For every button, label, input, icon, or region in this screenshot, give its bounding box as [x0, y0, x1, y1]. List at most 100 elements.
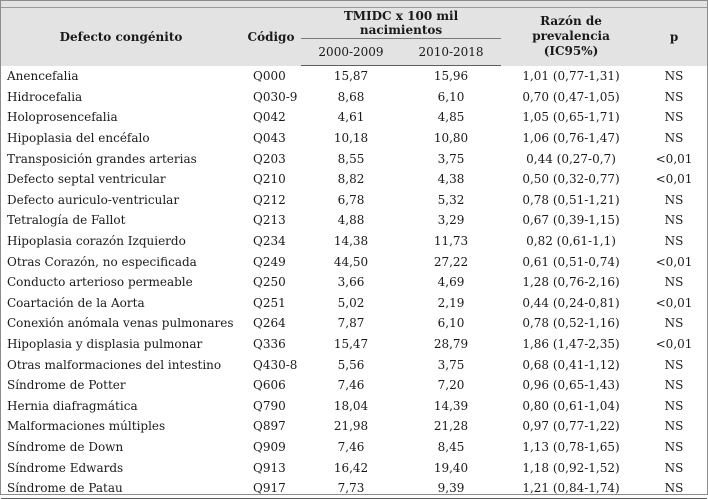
prevalence-table: Defecto congénito Código TMIDC x 100 mil…	[1, 8, 708, 499]
cell-p: NS	[664, 439, 684, 454]
header-razon-line1: Razón de prevalencia	[532, 14, 610, 44]
cell-tmidc-2010-2018: 28,79	[433, 337, 469, 352]
cell-p: NS	[641, 477, 708, 499]
cell-defecto: Hipoplasia del encéfalo	[7, 131, 150, 146]
table-row: Síndrome de Potter Q606 7,46 7,20 0,96 (0,65…	[1, 375, 707, 396]
cell-tmidc-2000-2009: 6,78	[337, 192, 365, 207]
cell-tmidc-2000-2009: 7,73	[301, 477, 401, 499]
cell-tmidc-2000-2009: 18,04	[333, 398, 369, 413]
cell-p: NS	[664, 234, 684, 249]
cell-defecto: Hernia diafragmática	[7, 398, 138, 413]
cell-codigo: Q251	[253, 295, 286, 310]
cell-tmidc-2000-2009: 5,56	[337, 357, 365, 372]
cell-defecto: Defecto septal ventricular	[7, 172, 166, 187]
table-row: Defecto septal ventricular Q210 8,82 4,38 0,…	[1, 169, 707, 190]
cell-tmidc-2010-2018: 6,10	[437, 89, 465, 104]
cell-tmidc-2010-2018: 19,40	[433, 460, 469, 475]
header-period-2010-2018: 2010-2018	[401, 38, 502, 66]
cell-codigo: Q917	[241, 477, 301, 499]
table-row: Síndrome de Patau Q917 7,73 9,39 1,21 (0,84-…	[1, 477, 708, 499]
table-row: Hipoplasia corazón Izquierdo Q234 14,38 11,…	[1, 231, 707, 252]
cell-codigo: Q043	[253, 131, 286, 146]
table-row: Síndrome de Down Q909 7,46 8,45 1,13 (0,78-1…	[1, 437, 707, 458]
cell-razon-prevalencia: 1,13 (0,78-1,65)	[522, 439, 620, 454]
cell-codigo: Q913	[253, 460, 286, 475]
cell-p: NS	[664, 131, 684, 146]
cell-defecto: Síndrome de Patau	[1, 477, 241, 499]
header-razon: Razón de prevalencia (IC95%)	[501, 8, 642, 66]
cell-tmidc-2000-2009: 7,46	[337, 378, 365, 393]
table-row: Anencefalia Q000 15,87 15,96 1,01 (0,77-1,31…	[1, 66, 707, 87]
cell-tmidc-2000-2009: 7,87	[337, 316, 365, 331]
cell-defecto: Conexión anómala venas pulmonares	[7, 316, 234, 331]
cell-defecto: Defecto auriculo-ventricular	[7, 192, 180, 207]
cell-tmidc-2000-2009: 21,98	[333, 419, 369, 434]
table-row: Hipoplasia y displasia pulmonar Q336 15,47…	[1, 334, 707, 355]
cell-defecto: Hipoplasia y displasia pulmonar	[7, 337, 203, 352]
cell-defecto: Coartación de la Aorta	[7, 295, 145, 310]
cell-razon-prevalencia: 0,68 (0,41-1,12)	[522, 357, 620, 372]
cell-defecto: Anencefalia	[7, 69, 79, 84]
cell-defecto: Transposición grandes arterias	[7, 151, 197, 166]
cell-razon-prevalencia: 0,96 (0,65-1,43)	[522, 378, 620, 393]
cell-defecto: Hipoplasia corazón Izquierdo	[7, 234, 186, 249]
cell-tmidc-2000-2009: 14,38	[333, 234, 369, 249]
cell-tmidc-2000-2009: 4,88	[337, 213, 365, 228]
cell-tmidc-2000-2009: 16,42	[333, 460, 369, 475]
cell-defecto: Conducto arterioso permeable	[7, 275, 193, 290]
cell-codigo: Q249	[253, 254, 286, 269]
cell-codigo: Q210	[253, 172, 286, 187]
table-row: Conducto arterioso permeable Q250 3,66 4,69…	[1, 272, 707, 293]
table-row: Hernia diafragmática Q790 18,04 14,39 0,80 (…	[1, 396, 707, 417]
cell-p: NS	[664, 213, 684, 228]
cell-tmidc-2000-2009: 4,61	[337, 110, 365, 125]
cell-p: <0,01	[655, 337, 693, 352]
cell-defecto: Síndrome Edwards	[7, 460, 124, 475]
cell-defecto: Tetralogía de Fallot	[7, 213, 126, 228]
cell-razon-prevalencia: 1,01 (0,77-1,31)	[522, 69, 620, 84]
cell-codigo: Q000	[253, 69, 286, 84]
cell-p: NS	[664, 89, 684, 104]
cell-codigo: Q897	[253, 419, 286, 434]
cell-tmidc-2000-2009: 5,02	[337, 295, 365, 310]
table-row: Síndrome Edwards Q913 16,42 19,40 1,18 (0,92…	[1, 457, 707, 478]
cell-p: NS	[664, 398, 684, 413]
table-row: Otras Corazón, no especificada Q249 44,50 2…	[1, 251, 707, 272]
cell-razon-prevalencia: 0,70 (0,47-1,05)	[522, 89, 620, 104]
cell-defecto: Hidrocefalia	[7, 89, 83, 104]
table-row: Hidrocefalia Q030-9 8,68 6,10 0,70 (0,47-1,0…	[1, 87, 707, 108]
cell-p: NS	[664, 316, 684, 331]
cell-codigo: Q250	[253, 275, 286, 290]
top-band	[1, 1, 707, 8]
cell-tmidc-2010-2018: 9,39	[401, 477, 502, 499]
cell-tmidc-2000-2009: 15,87	[333, 69, 369, 84]
cell-codigo: Q042	[253, 110, 286, 125]
cell-codigo: Q213	[253, 213, 286, 228]
cell-p: NS	[664, 460, 684, 475]
cell-razon-prevalencia: 0,80 (0,61-1,04)	[522, 398, 620, 413]
cell-codigo: Q212	[253, 192, 286, 207]
cell-tmidc-2010-2018: 2,19	[437, 295, 465, 310]
cell-codigo: Q430-8	[253, 357, 298, 372]
cell-tmidc-2010-2018: 15,96	[433, 69, 469, 84]
cell-razon-prevalencia: 0,78 (0,51-1,21)	[522, 192, 620, 207]
cell-tmidc-2000-2009: 8,55	[337, 151, 365, 166]
cell-razon-prevalencia: 0,61 (0,51-0,74)	[522, 254, 620, 269]
cell-tmidc-2010-2018: 3,75	[437, 357, 465, 372]
table-row: Conexión anómala venas pulmonares Q264 7,8…	[1, 313, 707, 334]
cell-p: NS	[664, 378, 684, 393]
cell-p: NS	[664, 110, 684, 125]
cell-defecto: Malformaciones múltiples	[7, 419, 166, 434]
cell-defecto: Holoprosencefalia	[7, 110, 118, 125]
cell-tmidc-2000-2009: 15,47	[333, 337, 369, 352]
cell-p: NS	[664, 69, 684, 84]
cell-defecto: Otras malformaciones del intestino	[7, 357, 222, 372]
cell-razon-prevalencia: 1,28 (0,76-2,16)	[522, 275, 620, 290]
cell-tmidc-2000-2009: 7,46	[337, 439, 365, 454]
cell-codigo: Q336	[253, 337, 286, 352]
table-row: Defecto auriculo-ventricular Q212 6,78 5,32…	[1, 190, 707, 211]
cell-p: <0,01	[655, 295, 693, 310]
cell-p: NS	[664, 275, 684, 290]
header-period-2000-2009: 2000-2009	[301, 38, 401, 66]
cell-razon-prevalencia: 1,05 (0,65-1,71)	[522, 110, 620, 125]
